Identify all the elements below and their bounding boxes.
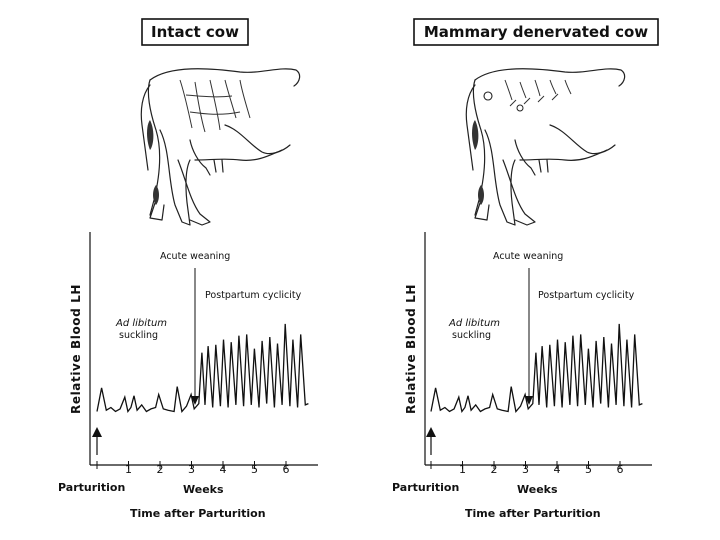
panel-denervated: Mammary denervated cow 1 2 3 4 5 6 Parturitio… [392,18,659,520]
y-axis-label: Relative Blood LH [404,284,418,414]
x-ticks: 1 2 3 4 5 6 [96,461,290,476]
title-box [141,18,249,46]
cow-illustration [465,68,626,226]
annotation-cyclicity: Postpartum cyclicity [205,290,302,301]
x-tick-label: 3 [522,463,529,476]
annotation-ad-libitum: Ad libitum [448,318,500,329]
panel-title: Intact cow [151,23,239,41]
annotation-suckling: suckling [452,330,491,341]
cow-illustration [140,68,301,226]
annotation-weaning: Acute weaning [160,251,230,262]
footer-label: Time after Parturition [465,507,601,520]
x-tick-label: 4 [554,463,561,476]
x-tick-label: 5 [585,463,592,476]
x-tick-label: 6 [617,463,624,476]
origin-label: Parturition [58,481,125,494]
annotation-weaning: Acute weaning [493,251,563,262]
lh-series-line [430,323,643,414]
x-tick-label: 6 [283,463,290,476]
parturition-arrow [92,427,102,455]
annotation-cyclicity: Postpartum cyclicity [538,290,635,301]
lh-series-line [96,323,309,414]
x-tick-label: 1 [459,463,466,476]
origin-label: Parturition [392,481,459,494]
x-tick-label: 1 [125,463,132,476]
x-tick-label: 2 [491,463,498,476]
y-axis-label: Relative Blood LH [69,284,83,414]
x-tick-label: 2 [157,463,164,476]
x-axis-label: Weeks [183,483,224,496]
x-axis-label: Weeks [517,483,558,496]
parturition-arrow [426,427,436,455]
x-tick-label: 4 [220,463,227,476]
panel-intact: Intact cow 1 2 3 4 5 6 Parturition Weeks Time… [58,18,318,520]
x-ticks: 1 2 3 4 5 6 [430,461,624,476]
weaning-arrow [525,268,533,405]
annotation-suckling: suckling [119,330,158,341]
footer-label: Time after Parturition [130,507,266,520]
lh-series [430,323,643,414]
x-tick-label: 3 [188,463,195,476]
lh-series [96,323,309,414]
weaning-arrow [191,268,199,405]
annotation-ad-libitum: Ad libitum [115,318,167,329]
x-tick-label: 5 [251,463,258,476]
title-box [413,18,659,46]
panel-title: Mammary denervated cow [424,23,648,41]
